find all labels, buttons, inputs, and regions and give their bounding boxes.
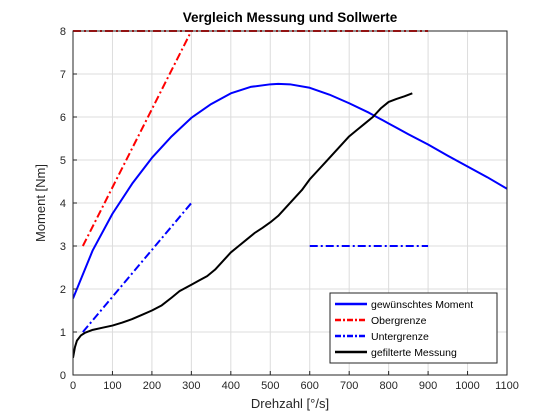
legend-label-obergrenze: Obergrenze: [371, 315, 427, 327]
legend: gewünschtes Moment Obergrenze Untergrenze g…: [329, 292, 498, 364]
y-tick-label: 6: [60, 112, 66, 124]
x-tick-label: 900: [419, 380, 437, 392]
x-tick-label: 300: [182, 380, 200, 392]
x-tick-label: 1100: [495, 380, 519, 392]
series-line-untergrenze: [82, 202, 193, 333]
y-tick-label: 0: [60, 370, 66, 382]
y-tick-label: 5: [60, 155, 66, 167]
x-tick-label: 700: [340, 380, 358, 392]
legend-label-gefilterte-messung: gefilterte Messung: [371, 347, 457, 359]
y-tick-label: 1: [60, 327, 66, 339]
y-axis-label: Moment [Nm]: [33, 164, 48, 242]
series-line-obergrenze: [81, 30, 193, 247]
y-tick-label: 7: [60, 69, 66, 81]
y-tick-label: 2: [60, 284, 66, 296]
legend-label-gew-nschtes-moment: gewünschtes Moment: [371, 299, 473, 311]
x-axis-label: Drehzahl [°/s]: [251, 396, 329, 411]
x-tick-label: 600: [301, 380, 319, 392]
axis-ticks: 0 100 200 300 400 500 600 700 800 900 1000 1100 0 1 2 3…: [60, 26, 519, 392]
x-tick-label: 0: [70, 380, 76, 392]
x-tick-label: 500: [261, 380, 279, 392]
series-line-gew-nschtes-moment: [73, 82, 507, 299]
series-line-gefilterte-messung: [73, 92, 413, 358]
legend-label-untergrenze: Untergrenze: [371, 331, 429, 343]
x-tick-label: 1000: [455, 380, 479, 392]
x-tick-label: 400: [222, 380, 240, 392]
x-tick-label: 100: [103, 380, 121, 392]
y-tick-label: 8: [60, 26, 66, 38]
x-tick-label: 200: [143, 380, 161, 392]
y-tick-label: 3: [60, 241, 66, 253]
x-tick-label: 800: [379, 380, 397, 392]
y-tick-label: 4: [60, 198, 66, 210]
chart-title: Vergleich Messung und Sollwerte: [183, 10, 398, 25]
